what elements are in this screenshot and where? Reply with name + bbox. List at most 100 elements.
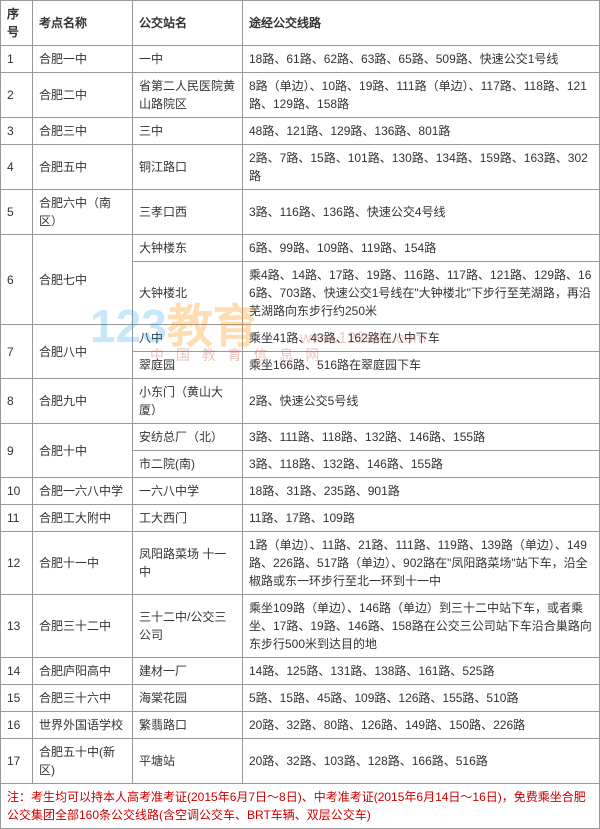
cell-stop: 建材一厂 xyxy=(133,658,243,685)
cell-stop: 三孝口西 xyxy=(133,190,243,235)
header-seq: 序号 xyxy=(1,1,33,46)
cell-site: 合肥十中 xyxy=(33,424,133,478)
exam-site-table: 序号 考点名称 公交站名 途经公交线路 1合肥一中一中18路、61路、62路、6… xyxy=(0,0,600,829)
cell-site: 合肥五十中(新区) xyxy=(33,739,133,784)
cell-site: 合肥一六八中学 xyxy=(33,478,133,505)
cell-routes: 6路、99路、109路、119路、154路 xyxy=(243,235,600,262)
table-row: 17合肥五十中(新区)平塘站20路、32路、103路、128路、166路、516… xyxy=(1,739,600,784)
header-site: 考点名称 xyxy=(33,1,133,46)
cell-seq: 9 xyxy=(1,424,33,478)
cell-routes: 2路、快速公交5号线 xyxy=(243,379,600,424)
cell-seq: 11 xyxy=(1,505,33,532)
cell-stop: 大钟楼北 xyxy=(133,262,243,325)
table-header-row: 序号 考点名称 公交站名 途经公交线路 xyxy=(1,1,600,46)
table-row: 3合肥三中三中48路、121路、129路、136路、801路 xyxy=(1,118,600,145)
table-row: 12合肥十一中凤阳路菜场 十一中1路（单边）、11路、21路、111路、119路… xyxy=(1,532,600,595)
cell-seq: 10 xyxy=(1,478,33,505)
table-row: 11合肥工大附中工大西门11路、17路、109路 xyxy=(1,505,600,532)
table-row: 15合肥三十六中海棠花园5路、15路、45路、109路、126路、155路、51… xyxy=(1,685,600,712)
cell-stop: 省第二人民医院黄山路院区 xyxy=(133,73,243,118)
cell-stop: 三十二中/公交三公司 xyxy=(133,595,243,658)
cell-site: 合肥工大附中 xyxy=(33,505,133,532)
cell-seq: 1 xyxy=(1,46,33,73)
table-row: 2合肥二中省第二人民医院黄山路院区8路（单边）、10路、19路、111路（单边）… xyxy=(1,73,600,118)
cell-routes: 乘坐109路（单边）、146路（单边）到三十二中站下车，或者乘坐、17路、19路… xyxy=(243,595,600,658)
cell-seq: 7 xyxy=(1,325,33,379)
table-body: 1合肥一中一中18路、61路、62路、63路、65路、509路、快速公交1号线2… xyxy=(1,46,600,784)
cell-site: 世界外国语学校 xyxy=(33,712,133,739)
cell-stop: 安纺总厂（北） xyxy=(133,424,243,451)
cell-site: 合肥二中 xyxy=(33,73,133,118)
table-row: 6合肥七中大钟楼东6路、99路、109路、119路、154路 xyxy=(1,235,600,262)
cell-seq: 14 xyxy=(1,658,33,685)
cell-site: 合肥七中 xyxy=(33,235,133,325)
cell-routes: 20路、32路、103路、128路、166路、516路 xyxy=(243,739,600,784)
cell-site: 合肥三十二中 xyxy=(33,595,133,658)
cell-seq: 5 xyxy=(1,190,33,235)
cell-routes: 3路、118路、132路、146路、155路 xyxy=(243,451,600,478)
note-row: 注：考生均可以持本人高考准考证(2015年6月7日～8日)、中考准考证(2015… xyxy=(1,784,600,829)
table-row: 9合肥十中安纺总厂（北）3路、111路、118路、132路、146路、155路 xyxy=(1,424,600,451)
cell-routes: 48路、121路、129路、136路、801路 xyxy=(243,118,600,145)
cell-stop: 八中 xyxy=(133,325,243,352)
cell-seq: 3 xyxy=(1,118,33,145)
cell-site: 合肥三中 xyxy=(33,118,133,145)
cell-site: 合肥庐阳高中 xyxy=(33,658,133,685)
table-row: 1合肥一中一中18路、61路、62路、63路、65路、509路、快速公交1号线 xyxy=(1,46,600,73)
table-row: 5合肥六中（南区）三孝口西3路、116路、136路、快速公交4号线 xyxy=(1,190,600,235)
cell-site: 合肥三十六中 xyxy=(33,685,133,712)
cell-routes: 14路、125路、131路、138路、161路、525路 xyxy=(243,658,600,685)
note-text: 注：考生均可以持本人高考准考证(2015年6月7日～8日)、中考准考证(2015… xyxy=(1,784,600,829)
cell-stop: 一六八中学 xyxy=(133,478,243,505)
table-row: 4合肥五中铜江路口2路、7路、15路、101路、130路、134路、159路、1… xyxy=(1,145,600,190)
cell-stop: 繁翡路口 xyxy=(133,712,243,739)
cell-routes: 3路、116路、136路、快速公交4号线 xyxy=(243,190,600,235)
cell-stop: 三中 xyxy=(133,118,243,145)
cell-site: 合肥八中 xyxy=(33,325,133,379)
cell-stop: 一中 xyxy=(133,46,243,73)
cell-seq: 6 xyxy=(1,235,33,325)
cell-stop: 小东门（黄山大厦） xyxy=(133,379,243,424)
cell-routes: 18路、31路、235路、901路 xyxy=(243,478,600,505)
cell-seq: 16 xyxy=(1,712,33,739)
cell-stop: 工大西门 xyxy=(133,505,243,532)
table-row: 16世界外国语学校繁翡路口20路、32路、80路、126路、149路、150路、… xyxy=(1,712,600,739)
cell-routes: 5路、15路、45路、109路、126路、155路、510路 xyxy=(243,685,600,712)
table-row: 7合肥八中八中乘坐41路、43路、162路在八中下车 xyxy=(1,325,600,352)
cell-routes: 3路、111路、118路、132路、146路、155路 xyxy=(243,424,600,451)
cell-seq: 8 xyxy=(1,379,33,424)
cell-seq: 17 xyxy=(1,739,33,784)
cell-site: 合肥五中 xyxy=(33,145,133,190)
cell-routes: 11路、17路、109路 xyxy=(243,505,600,532)
cell-stop: 大钟楼东 xyxy=(133,235,243,262)
cell-site: 合肥六中（南区） xyxy=(33,190,133,235)
table-row: 8合肥九中小东门（黄山大厦）2路、快速公交5号线 xyxy=(1,379,600,424)
table-row: 14合肥庐阳高中建材一厂14路、125路、131路、138路、161路、525路 xyxy=(1,658,600,685)
cell-routes: 8路（单边）、10路、19路、111路（单边）、117路、118路、121路、1… xyxy=(243,73,600,118)
cell-seq: 15 xyxy=(1,685,33,712)
header-stop: 公交站名 xyxy=(133,1,243,46)
cell-stop: 市二院(南) xyxy=(133,451,243,478)
cell-site: 合肥一中 xyxy=(33,46,133,73)
cell-routes: 1路（单边）、11路、21路、111路、119路、139路（单边）、149路、2… xyxy=(243,532,600,595)
cell-stop: 铜江路口 xyxy=(133,145,243,190)
cell-stop: 平塘站 xyxy=(133,739,243,784)
cell-stop: 海棠花园 xyxy=(133,685,243,712)
header-routes: 途经公交线路 xyxy=(243,1,600,46)
cell-seq: 2 xyxy=(1,73,33,118)
cell-seq: 4 xyxy=(1,145,33,190)
cell-stop: 翠庭园 xyxy=(133,352,243,379)
cell-routes: 2路、7路、15路、101路、130路、134路、159路、163路、302路 xyxy=(243,145,600,190)
table-row: 13合肥三十二中三十二中/公交三公司乘坐109路（单边）、146路（单边）到三十… xyxy=(1,595,600,658)
cell-site: 合肥十一中 xyxy=(33,532,133,595)
cell-routes: 乘坐166路、516路在翠庭园下车 xyxy=(243,352,600,379)
cell-seq: 12 xyxy=(1,532,33,595)
cell-routes: 乘4路、14路、17路、19路、116路、117路、121路、129路、166路… xyxy=(243,262,600,325)
cell-site: 合肥九中 xyxy=(33,379,133,424)
cell-stop: 凤阳路菜场 十一中 xyxy=(133,532,243,595)
cell-seq: 13 xyxy=(1,595,33,658)
cell-routes: 20路、32路、80路、126路、149路、150路、226路 xyxy=(243,712,600,739)
cell-routes: 18路、61路、62路、63路、65路、509路、快速公交1号线 xyxy=(243,46,600,73)
table-row: 10合肥一六八中学一六八中学18路、31路、235路、901路 xyxy=(1,478,600,505)
cell-routes: 乘坐41路、43路、162路在八中下车 xyxy=(243,325,600,352)
